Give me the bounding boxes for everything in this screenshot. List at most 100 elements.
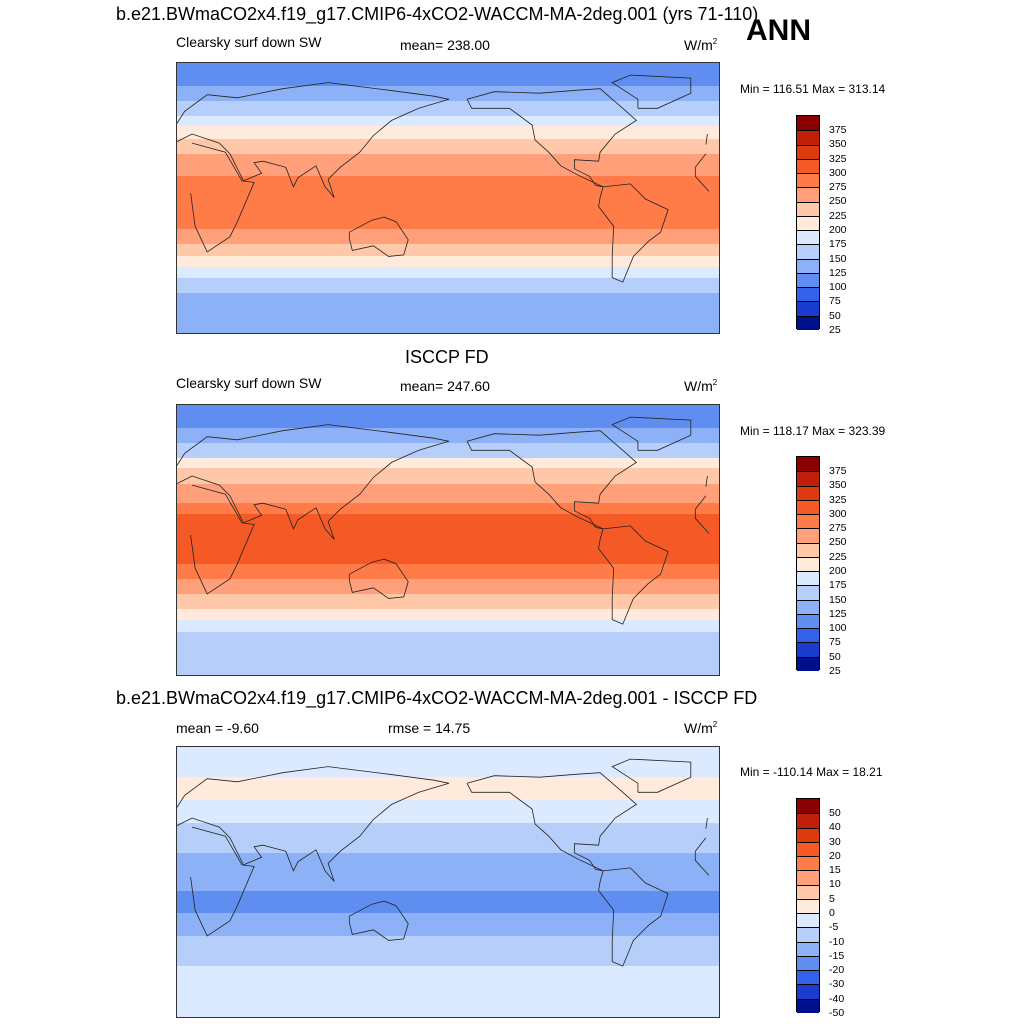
panel3-minmax: Min = -110.14 Max = 18.21 bbox=[740, 765, 883, 779]
zonal-band bbox=[177, 256, 719, 268]
colorbar-tick-label: 5 bbox=[829, 892, 835, 905]
colorbar-cell bbox=[797, 970, 819, 985]
colorbar-cell bbox=[797, 173, 819, 188]
coastline-overlay bbox=[177, 416, 710, 625]
coastline-overlay bbox=[177, 758, 710, 967]
colorbar-cell bbox=[797, 542, 819, 557]
colorbar-tick-label: 20 bbox=[829, 849, 841, 862]
colorbar-cell bbox=[797, 955, 819, 971]
colorbar-tick-label: 100 bbox=[829, 622, 847, 635]
colorbar-tick-label: 30 bbox=[829, 835, 841, 848]
panel3-mean-label: mean = -9.60 bbox=[176, 720, 259, 736]
zonal-band bbox=[177, 277, 719, 294]
colorbar-cell bbox=[797, 799, 819, 814]
colorbar-tick-label: 125 bbox=[829, 607, 847, 620]
colorbar-cell bbox=[797, 244, 819, 259]
zonal-band bbox=[177, 822, 719, 854]
colorbar-tick-label: 125 bbox=[829, 266, 847, 279]
zonal-band bbox=[177, 777, 719, 801]
panel2-minmax: Min = 118.17 Max = 323.39 bbox=[740, 424, 886, 438]
colorbar-tick-label: -20 bbox=[829, 964, 845, 977]
colorbar-cell bbox=[797, 556, 819, 572]
zonal-band bbox=[177, 115, 719, 127]
coastline-namerica bbox=[466, 772, 638, 872]
coastline-greenland bbox=[611, 758, 692, 793]
colorbar-tick-label: 75 bbox=[829, 295, 841, 308]
coastline-eurasia bbox=[177, 424, 450, 540]
colorbar-tick-label: -15 bbox=[829, 949, 845, 962]
coastline-africa bbox=[694, 851, 710, 876]
zonal-band bbox=[177, 483, 719, 504]
panel2-variable-label: Clearsky surf down SW bbox=[176, 375, 322, 391]
colorbar-cell bbox=[797, 571, 819, 586]
coastline-greenland bbox=[611, 416, 692, 451]
colorbar-cell bbox=[797, 287, 819, 302]
colorbar-tick-label: 50 bbox=[829, 807, 841, 820]
panel3-rmse-label: rmse = 14.75 bbox=[388, 720, 471, 736]
zonal-band bbox=[177, 513, 719, 565]
zonal-band bbox=[177, 457, 719, 469]
colorbar-tick-label: 50 bbox=[829, 650, 841, 663]
colorbar-cell bbox=[797, 272, 819, 288]
colorbar-cell bbox=[797, 457, 819, 472]
colorbar-cell bbox=[797, 642, 819, 657]
colorbar-tick-label: 300 bbox=[829, 507, 847, 520]
colorbar-cell bbox=[797, 158, 819, 174]
colorbar-cell bbox=[797, 998, 819, 1013]
zonal-band bbox=[177, 913, 719, 937]
coastline-australia bbox=[348, 558, 409, 599]
zonal-band bbox=[177, 966, 719, 1017]
colorbar-tick-label: 175 bbox=[829, 238, 847, 251]
zonal-band bbox=[177, 631, 719, 675]
zonal-band bbox=[177, 609, 719, 621]
colorbar-cell bbox=[797, 613, 819, 629]
colorbar-cell bbox=[797, 528, 819, 543]
zonal-band bbox=[177, 852, 719, 892]
panel3-colorbar bbox=[796, 798, 820, 1013]
colorbar-tick-label: 275 bbox=[829, 522, 847, 535]
colorbar-cell bbox=[797, 514, 819, 529]
panel2-mean-label: mean= 247.60 bbox=[400, 378, 490, 394]
colorbar-cell bbox=[797, 827, 819, 842]
coastline-namerica bbox=[466, 430, 638, 530]
colorbar-tick-label: -5 bbox=[829, 921, 839, 934]
coastline-samerica bbox=[598, 867, 669, 967]
zonal-band bbox=[177, 468, 719, 485]
coastline-africa bbox=[190, 484, 255, 595]
colorbar-tick-label: 25 bbox=[829, 664, 841, 677]
colorbar-tick-label: 0 bbox=[829, 907, 835, 919]
colorbar-tick-label: 325 bbox=[829, 493, 847, 506]
colorbar-cell bbox=[797, 215, 819, 231]
panel2-title: ISCCP FD bbox=[405, 347, 489, 367]
colorbar-tick-label: 250 bbox=[829, 195, 847, 208]
panel2-units: W/m2 bbox=[684, 378, 718, 394]
colorbar-tick-label: 25 bbox=[829, 323, 841, 336]
coastline-eurasia bbox=[705, 475, 708, 487]
colorbar-tick-label: -10 bbox=[829, 935, 845, 948]
colorbar-tick-label: 275 bbox=[829, 181, 847, 194]
colorbar-tick-label: -40 bbox=[829, 992, 845, 1005]
colorbar-cell bbox=[797, 485, 819, 500]
coastline-eurasia bbox=[705, 133, 708, 145]
colorbar-tick-label: 100 bbox=[829, 281, 847, 294]
coastline-africa bbox=[694, 495, 707, 510]
zonal-band bbox=[177, 405, 719, 429]
zonal-band bbox=[177, 229, 719, 245]
colorbar-cell bbox=[797, 813, 819, 828]
panel3-title: b.e21.BWmaCO2x4.f19_g17.CMIP6-4xCO2-WACC… bbox=[116, 688, 758, 708]
coastline-eurasia bbox=[177, 82, 450, 198]
colorbar-cell bbox=[797, 585, 819, 600]
zonal-band bbox=[177, 578, 719, 595]
colorbar-cell bbox=[797, 144, 819, 159]
colorbar-tick-label: 200 bbox=[829, 224, 847, 236]
colorbar-tick-label: 350 bbox=[829, 479, 847, 492]
panel1-mean-label: mean= 238.00 bbox=[400, 37, 490, 53]
panel1-map bbox=[176, 62, 720, 334]
coastline-australia bbox=[348, 900, 409, 941]
colorbar-cell bbox=[797, 230, 819, 245]
zonal-band bbox=[177, 176, 719, 230]
zonal-band bbox=[177, 126, 719, 140]
zonal-band bbox=[177, 619, 719, 633]
coastline-samerica bbox=[598, 183, 669, 283]
coastline-samerica bbox=[598, 525, 669, 625]
